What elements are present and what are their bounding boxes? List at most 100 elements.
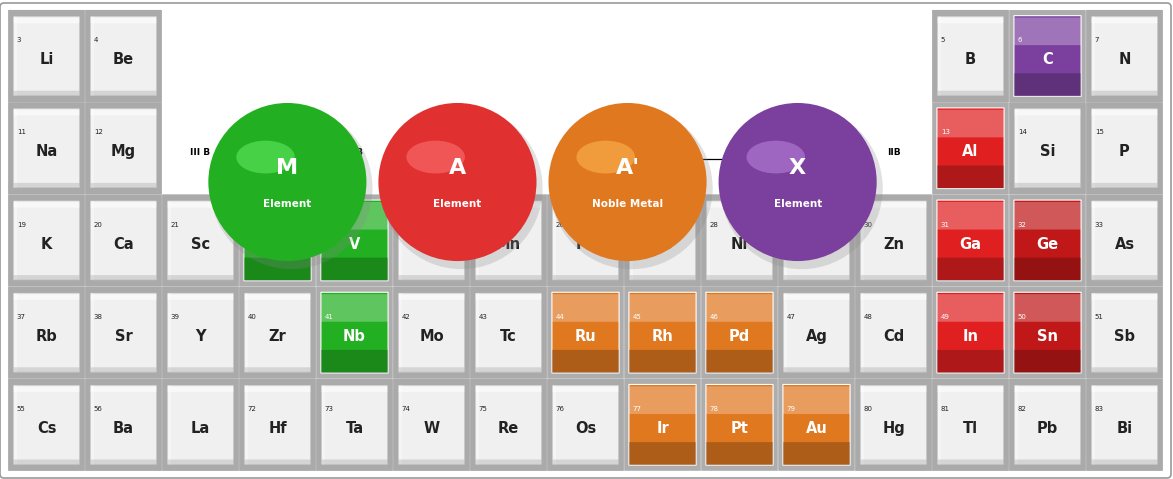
Text: Ca: Ca <box>113 237 134 251</box>
Text: VIII: VIII <box>653 148 671 158</box>
Text: 20: 20 <box>94 222 103 228</box>
Text: 6: 6 <box>1018 37 1023 43</box>
FancyBboxPatch shape <box>933 286 1009 378</box>
FancyBboxPatch shape <box>937 294 1004 322</box>
FancyBboxPatch shape <box>1009 379 1086 471</box>
FancyBboxPatch shape <box>706 275 772 280</box>
FancyBboxPatch shape <box>86 102 162 194</box>
FancyBboxPatch shape <box>245 293 249 372</box>
Text: Ta: Ta <box>345 421 364 436</box>
Text: B: B <box>965 52 976 67</box>
FancyBboxPatch shape <box>90 275 156 280</box>
Text: 80: 80 <box>863 406 873 412</box>
FancyBboxPatch shape <box>475 385 542 464</box>
FancyBboxPatch shape <box>937 292 1004 373</box>
Text: Be: Be <box>113 52 134 67</box>
FancyBboxPatch shape <box>1092 459 1158 464</box>
FancyBboxPatch shape <box>476 275 541 280</box>
FancyBboxPatch shape <box>629 292 696 373</box>
FancyBboxPatch shape <box>168 386 171 464</box>
FancyBboxPatch shape <box>90 110 156 115</box>
Text: K: K <box>41 237 52 251</box>
Text: 24: 24 <box>402 222 411 228</box>
FancyBboxPatch shape <box>1092 387 1158 392</box>
FancyBboxPatch shape <box>782 385 850 465</box>
Text: 11: 11 <box>16 129 26 136</box>
FancyBboxPatch shape <box>547 194 624 286</box>
FancyBboxPatch shape <box>1015 385 1080 464</box>
FancyBboxPatch shape <box>399 293 465 372</box>
Text: 7: 7 <box>1094 37 1099 43</box>
Ellipse shape <box>720 104 875 260</box>
FancyBboxPatch shape <box>1092 110 1158 115</box>
FancyBboxPatch shape <box>321 350 388 373</box>
FancyBboxPatch shape <box>475 293 542 372</box>
Text: Tl: Tl <box>963 421 978 436</box>
Text: Element: Element <box>263 199 312 209</box>
FancyBboxPatch shape <box>1013 200 1082 281</box>
FancyBboxPatch shape <box>1092 201 1096 280</box>
FancyBboxPatch shape <box>1092 293 1158 372</box>
FancyBboxPatch shape <box>245 386 249 464</box>
FancyBboxPatch shape <box>706 292 773 373</box>
Text: Cr: Cr <box>422 237 441 251</box>
FancyBboxPatch shape <box>321 200 388 281</box>
FancyBboxPatch shape <box>629 350 696 373</box>
FancyBboxPatch shape <box>1015 110 1080 115</box>
Text: Zn: Zn <box>883 237 904 251</box>
Text: Ag: Ag <box>806 329 827 344</box>
Text: 56: 56 <box>94 406 103 412</box>
Text: Au: Au <box>806 421 827 436</box>
FancyBboxPatch shape <box>706 202 772 207</box>
Text: M: M <box>277 158 298 178</box>
FancyBboxPatch shape <box>784 201 787 280</box>
FancyBboxPatch shape <box>239 379 316 471</box>
FancyBboxPatch shape <box>168 293 171 372</box>
FancyBboxPatch shape <box>14 18 80 23</box>
FancyBboxPatch shape <box>399 201 402 280</box>
Text: 50: 50 <box>1018 314 1026 320</box>
FancyBboxPatch shape <box>399 295 465 300</box>
FancyBboxPatch shape <box>706 201 710 280</box>
FancyBboxPatch shape <box>476 459 541 464</box>
FancyBboxPatch shape <box>14 295 80 300</box>
FancyBboxPatch shape <box>937 200 1004 281</box>
Text: W: W <box>423 421 440 436</box>
FancyBboxPatch shape <box>630 201 696 280</box>
Text: Tc: Tc <box>500 329 517 344</box>
Text: 23: 23 <box>325 222 334 228</box>
Text: 14: 14 <box>1018 129 1026 136</box>
FancyBboxPatch shape <box>399 202 465 207</box>
Text: 28: 28 <box>710 222 719 228</box>
Text: Sc: Sc <box>191 237 210 251</box>
FancyBboxPatch shape <box>861 202 927 207</box>
FancyBboxPatch shape <box>239 194 316 286</box>
Text: 12: 12 <box>94 129 103 136</box>
FancyBboxPatch shape <box>552 386 556 464</box>
FancyBboxPatch shape <box>168 367 233 372</box>
Text: Hg: Hg <box>882 421 904 436</box>
FancyBboxPatch shape <box>14 109 80 188</box>
Text: V B: V B <box>346 148 362 158</box>
FancyBboxPatch shape <box>90 183 156 188</box>
FancyBboxPatch shape <box>782 442 850 465</box>
Text: A': A' <box>616 158 639 178</box>
FancyBboxPatch shape <box>8 379 84 471</box>
FancyBboxPatch shape <box>8 102 84 194</box>
Text: Rb: Rb <box>35 329 57 344</box>
FancyBboxPatch shape <box>162 194 239 286</box>
Text: La: La <box>191 421 210 436</box>
FancyBboxPatch shape <box>784 367 849 372</box>
FancyBboxPatch shape <box>782 387 850 414</box>
Text: 78: 78 <box>710 406 719 412</box>
FancyBboxPatch shape <box>629 385 696 465</box>
Ellipse shape <box>236 141 294 173</box>
FancyBboxPatch shape <box>317 286 393 378</box>
Text: 42: 42 <box>402 314 411 320</box>
FancyBboxPatch shape <box>552 350 619 373</box>
Text: Cd: Cd <box>883 329 904 344</box>
Text: III B: III B <box>190 148 211 158</box>
Text: VI B: VI B <box>421 148 442 158</box>
FancyBboxPatch shape <box>90 295 156 300</box>
Text: Y: Y <box>195 329 205 344</box>
